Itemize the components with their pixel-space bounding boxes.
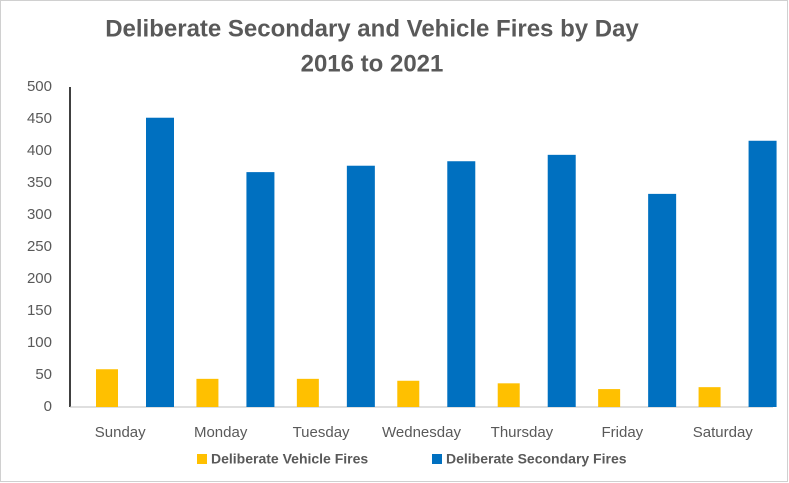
y-tick-label: 300 (27, 206, 52, 223)
bar (598, 389, 621, 407)
chart-subtitle: 2016 to 2021 (301, 50, 444, 77)
x-tick-label: Tuesday (293, 424, 350, 441)
bar (96, 369, 118, 407)
y-tick-label: 0 (44, 398, 52, 415)
x-tick-label: Monday (194, 424, 248, 441)
bar (497, 383, 520, 407)
y-tick-label: 400 (27, 142, 52, 159)
x-tick-label: Friday (602, 424, 644, 441)
y-tick-label: 250 (27, 238, 52, 255)
bar (397, 380, 420, 407)
x-tick-label: Wednesday (382, 424, 461, 441)
bar (698, 387, 721, 407)
bar (146, 117, 174, 407)
y-tick-label: 100 (27, 334, 52, 351)
legend-label: Deliberate Secondary Fires (446, 451, 627, 467)
bar (547, 154, 576, 407)
y-tick-label: 450 (27, 110, 52, 127)
y-tick-label: 500 (27, 78, 52, 95)
legend-swatch (197, 454, 207, 464)
chart-title: Deliberate Secondary and Vehicle Fires b… (105, 15, 639, 42)
x-tick-label: Sunday (95, 424, 146, 441)
bar (447, 161, 476, 407)
legend-swatch (432, 454, 442, 464)
legend-label: Deliberate Vehicle Fires (211, 451, 368, 467)
x-tick-label: Thursday (491, 424, 554, 441)
y-tick-label: 50 (35, 366, 52, 383)
y-tick-label: 150 (27, 302, 52, 319)
x-tick-label: Saturday (693, 424, 754, 441)
y-tick-label: 200 (27, 270, 52, 287)
bar (346, 165, 375, 407)
bar (648, 193, 677, 407)
bar (246, 172, 275, 407)
y-tick-label: 350 (27, 174, 52, 191)
bar (196, 378, 219, 407)
bar (748, 140, 777, 407)
bar (296, 378, 319, 407)
